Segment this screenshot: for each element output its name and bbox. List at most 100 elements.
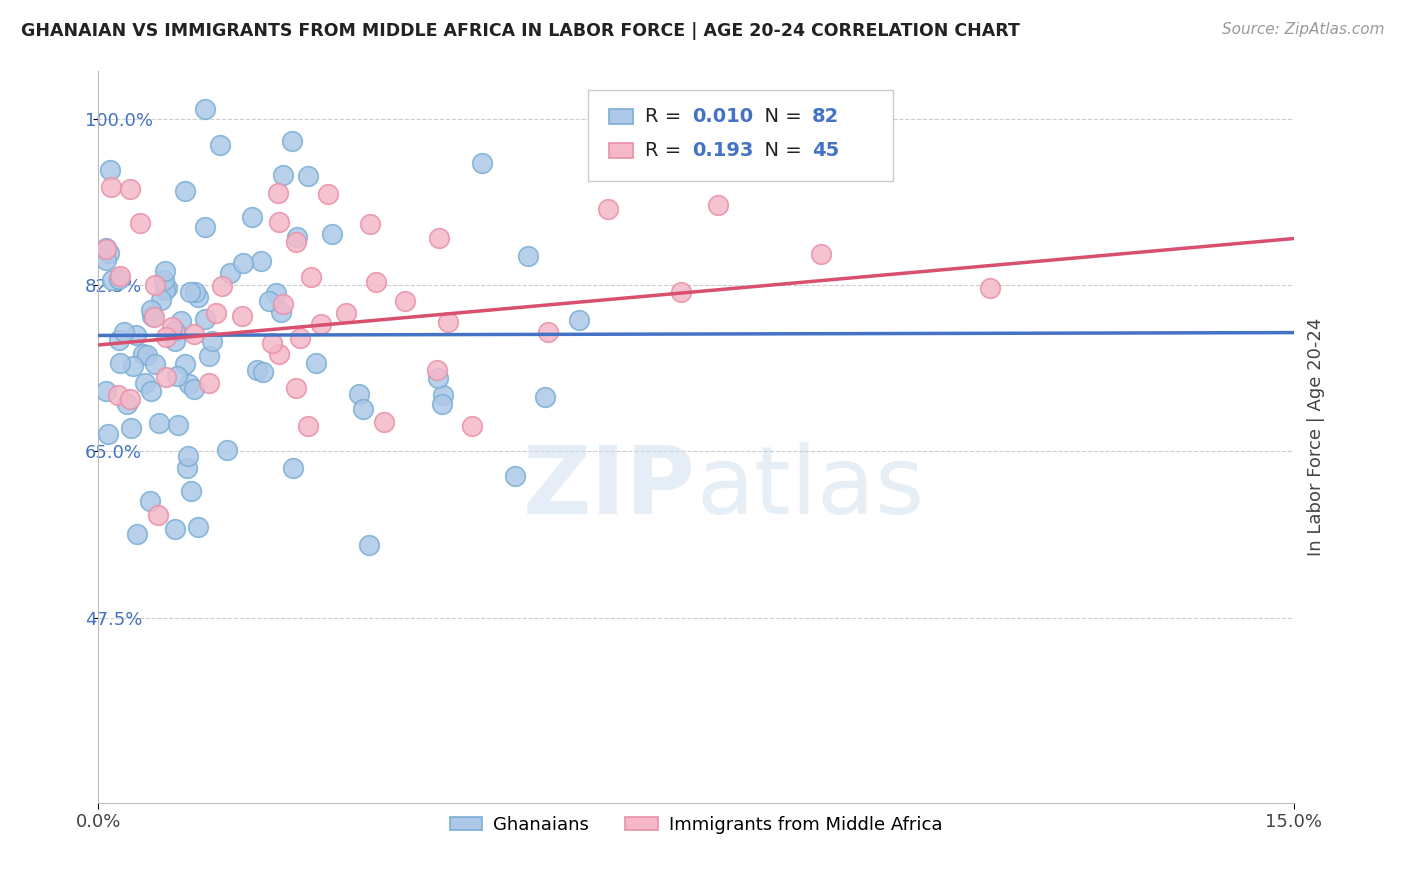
- Point: [437, 315, 460, 329]
- Y-axis label: In Labor Force | Age 20-24: In Labor Force | Age 20-24: [1308, 318, 1326, 557]
- Point: [118, 392, 141, 407]
- Text: 0.193: 0.193: [692, 141, 754, 160]
- Point: [284, 235, 307, 249]
- Point: [357, 538, 380, 552]
- Text: R =: R =: [644, 141, 688, 160]
- Point: [98, 163, 121, 178]
- FancyBboxPatch shape: [589, 90, 893, 181]
- Point: [461, 418, 484, 433]
- Point: [297, 169, 319, 183]
- Text: Source: ZipAtlas.com: Source: ZipAtlas.com: [1222, 22, 1385, 37]
- Text: ZIP: ZIP: [523, 442, 696, 534]
- Text: GHANAIAN VS IMMIGRANTS FROM MIDDLE AFRICA IN LABOR FORCE | AGE 20-24 CORRELATION: GHANAIAN VS IMMIGRANTS FROM MIDDLE AFRIC…: [21, 22, 1019, 40]
- Point: [163, 324, 186, 338]
- Point: [110, 268, 132, 283]
- Point: [197, 376, 219, 390]
- Point: [170, 314, 193, 328]
- Point: [321, 227, 343, 241]
- Point: [259, 294, 281, 309]
- Point: [177, 377, 200, 392]
- Point: [155, 284, 177, 298]
- Point: [97, 427, 120, 442]
- Point: [112, 325, 135, 339]
- Point: [211, 278, 233, 293]
- Point: [129, 216, 152, 230]
- Point: [288, 331, 311, 345]
- Point: [187, 520, 209, 534]
- Point: [394, 294, 416, 309]
- Point: [281, 134, 304, 148]
- Point: [240, 210, 263, 224]
- Text: N =: N =: [752, 107, 808, 126]
- Point: [267, 186, 290, 201]
- Point: [707, 197, 730, 211]
- Point: [180, 483, 202, 498]
- Point: [100, 179, 122, 194]
- Point: [108, 333, 131, 347]
- Point: [141, 384, 163, 399]
- Point: [142, 310, 165, 324]
- Point: [183, 326, 205, 341]
- Point: [250, 253, 273, 268]
- Point: [271, 297, 294, 311]
- Text: 82: 82: [811, 107, 839, 126]
- Point: [318, 187, 340, 202]
- Point: [148, 416, 170, 430]
- Point: [669, 285, 692, 299]
- Point: [134, 376, 156, 391]
- Point: [260, 335, 283, 350]
- Point: [166, 368, 188, 383]
- Text: atlas: atlas: [696, 442, 924, 534]
- Point: [184, 285, 207, 299]
- Text: N =: N =: [752, 141, 808, 160]
- Point: [634, 158, 657, 172]
- Point: [810, 247, 832, 261]
- Point: [125, 526, 148, 541]
- Point: [267, 347, 290, 361]
- Point: [115, 397, 138, 411]
- Point: [179, 285, 201, 300]
- Text: R =: R =: [644, 107, 688, 126]
- Point: [101, 273, 124, 287]
- Point: [194, 220, 217, 235]
- Point: [138, 494, 160, 508]
- Point: [152, 273, 174, 287]
- Point: [107, 272, 129, 286]
- Point: [596, 202, 619, 216]
- FancyBboxPatch shape: [609, 110, 633, 124]
- Point: [568, 313, 591, 327]
- Point: [146, 508, 169, 522]
- Point: [143, 278, 166, 293]
- FancyBboxPatch shape: [609, 143, 633, 158]
- Point: [96, 241, 118, 255]
- Point: [141, 309, 163, 323]
- Point: [267, 215, 290, 229]
- Point: [165, 522, 187, 536]
- Point: [120, 421, 142, 435]
- Point: [176, 460, 198, 475]
- Point: [201, 334, 224, 348]
- Point: [125, 327, 148, 342]
- Point: [107, 388, 129, 402]
- Point: [160, 320, 183, 334]
- Point: [231, 309, 253, 323]
- Legend: Ghanaians, Immigrants from Middle Africa: Ghanaians, Immigrants from Middle Africa: [443, 809, 949, 841]
- Point: [155, 329, 177, 343]
- Point: [96, 384, 118, 398]
- Point: [432, 388, 454, 402]
- Point: [120, 182, 142, 196]
- Point: [533, 391, 555, 405]
- Point: [537, 326, 560, 340]
- Point: [427, 230, 450, 244]
- Point: [246, 363, 269, 377]
- Text: 45: 45: [811, 141, 839, 160]
- Point: [299, 270, 322, 285]
- Point: [366, 275, 388, 289]
- Point: [204, 306, 226, 320]
- Point: [285, 381, 308, 395]
- Point: [183, 382, 205, 396]
- Point: [98, 246, 121, 260]
- Point: [96, 242, 118, 256]
- Point: [426, 363, 449, 377]
- Point: [349, 386, 371, 401]
